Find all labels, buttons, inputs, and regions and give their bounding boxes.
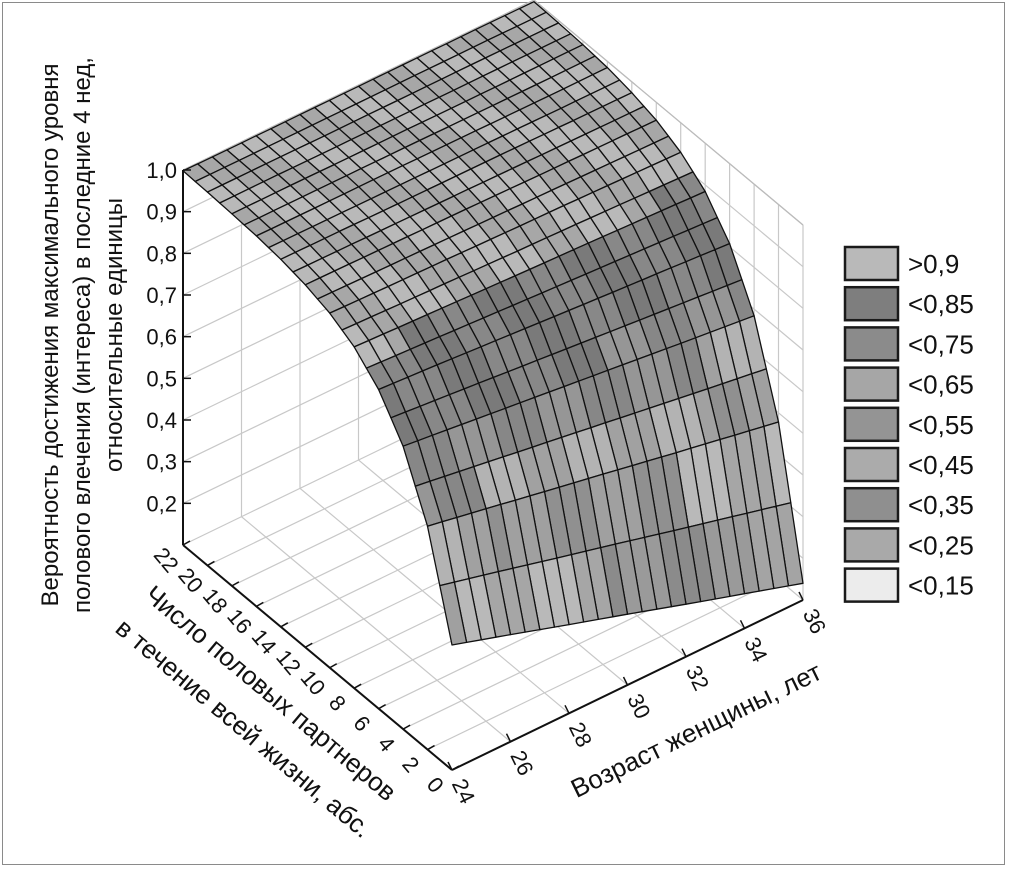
legend-swatch <box>843 366 900 402</box>
partners-tick-label: 20 <box>173 563 208 598</box>
partners-tick <box>280 622 289 628</box>
partners-axis-title-line1: Число половых партнеров <box>139 579 402 807</box>
z-tick-label: 0,6 <box>146 325 177 350</box>
z-axis-title-line: Вероятность достижения максимального уро… <box>37 64 64 607</box>
legend-swatch <box>843 406 900 443</box>
legend-label: <0,65 <box>908 370 974 400</box>
z-tick-label: 1,0 <box>146 158 177 183</box>
age-tick-label: 24 <box>447 775 480 808</box>
surface-cell <box>439 581 468 646</box>
z-axis-title-line: относительные единицы <box>101 198 128 472</box>
partners-tick <box>182 540 191 546</box>
partners-tick-label: 4 <box>373 731 400 756</box>
surface-mesh <box>182 1 804 646</box>
z-tick-label: 0,8 <box>146 241 177 266</box>
partners-tick <box>427 744 435 751</box>
age-tick <box>622 676 629 686</box>
partners-tick <box>378 703 387 710</box>
z-tick-label: 0,2 <box>146 491 177 516</box>
z-tick-label: 0,3 <box>146 450 177 475</box>
legend-swatch <box>843 446 900 483</box>
partners-tick-label: 12 <box>271 645 306 680</box>
partners-tick-label: 6 <box>348 711 375 736</box>
legend-label: <0,15 <box>908 571 974 601</box>
age-tick <box>739 619 746 629</box>
legend-label: >0,9 <box>908 249 959 279</box>
legend-swatch <box>843 527 900 563</box>
partners-tick-label: 2 <box>397 752 424 777</box>
legend-label: <0,75 <box>908 329 974 359</box>
legend-label: <0,55 <box>908 410 974 440</box>
age-tick <box>564 704 570 714</box>
partners-axis-line <box>182 544 453 771</box>
age-tick-label: 28 <box>564 718 597 751</box>
age-tick <box>798 591 804 601</box>
age-tick <box>447 761 453 771</box>
partners-tick <box>207 560 215 567</box>
partners-tick-label: 8 <box>324 690 351 715</box>
legend-swatch <box>843 326 900 362</box>
legend-label: <0,45 <box>908 450 974 480</box>
z-tick-label: 0,7 <box>146 283 177 308</box>
partners-axis-title-line2: в течение всей жизни, абс. <box>110 612 377 843</box>
partners-tick-label: 16 <box>222 604 257 639</box>
partners-tick-label: 0 <box>422 772 449 797</box>
legend-swatch <box>843 567 900 603</box>
partners-tick-label: 22 <box>149 543 184 578</box>
partners-tick-label: 18 <box>198 583 233 618</box>
z-tick-label: 0,9 <box>146 200 177 225</box>
legend-swatch <box>843 486 900 523</box>
partners-tick <box>353 683 362 689</box>
legend-label: <0,85 <box>908 289 974 319</box>
age-tick <box>505 733 512 743</box>
z-tick-label: 0,5 <box>146 366 177 391</box>
partners-tick-label: 14 <box>247 624 282 659</box>
z-axis-title: Вероятность достижения максимального уро… <box>37 57 128 613</box>
z-axis-title-line: полового влечения (интереса) в последние… <box>69 57 96 613</box>
partners-tick <box>304 642 313 648</box>
legend-label: <0,25 <box>908 530 974 560</box>
age-tick-label: 36 <box>798 605 831 638</box>
legend: >0,9 <0,85 <0,75 <0,65 <0,55 <0,45 <0,35 <0,25 <… <box>843 245 974 603</box>
age-tick-label: 34 <box>739 633 772 666</box>
legend-label: <0,35 <box>908 490 974 520</box>
wall-top-edge <box>182 0 804 226</box>
partners-tick <box>402 724 411 730</box>
age-tick-label: 26 <box>505 746 538 779</box>
legend-swatch <box>843 285 900 322</box>
partners-tick <box>231 581 240 587</box>
partners-tick <box>329 663 338 669</box>
age-tick-label: 30 <box>622 690 655 723</box>
age-tick <box>681 648 687 658</box>
legend-swatch <box>843 245 900 282</box>
partners-tick <box>255 601 264 608</box>
partners-tick-label: 10 <box>296 665 331 700</box>
z-tick-label: 0,4 <box>146 408 177 433</box>
age-tick-label: 32 <box>681 661 714 694</box>
